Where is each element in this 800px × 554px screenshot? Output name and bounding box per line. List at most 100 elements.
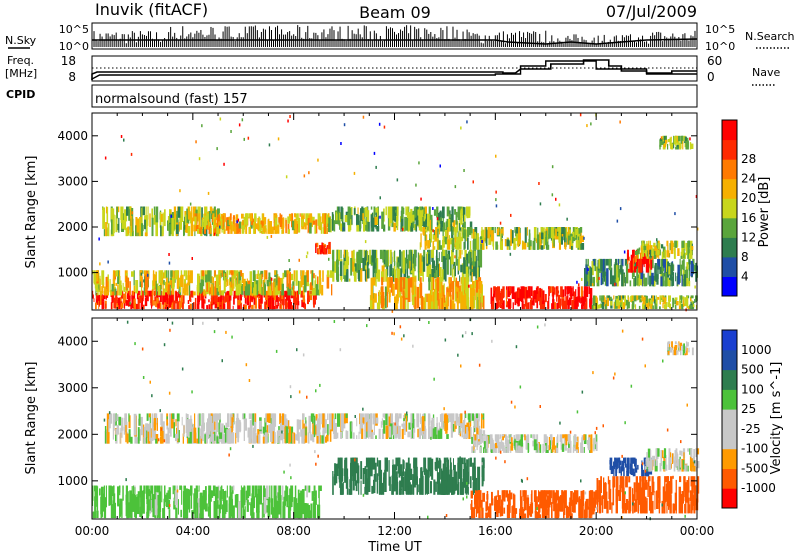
range-cell <box>114 299 117 309</box>
range-cell <box>281 485 284 501</box>
range-cell <box>501 490 504 501</box>
range-cell <box>445 304 449 309</box>
range-cell <box>153 418 157 427</box>
range-cell <box>591 261 594 276</box>
range-cell <box>475 504 477 517</box>
range-cell <box>580 286 583 302</box>
range-cell <box>402 423 406 431</box>
range-cell <box>450 420 453 438</box>
range-cell <box>560 232 563 245</box>
range-cell <box>431 249 434 258</box>
range-cell <box>344 215 348 222</box>
range-cell <box>235 223 238 234</box>
range-cell <box>321 435 324 444</box>
range-cell <box>473 425 474 439</box>
range-cell <box>559 301 561 310</box>
range-cell <box>199 513 202 518</box>
range-cell <box>679 300 681 310</box>
range-cell <box>274 215 278 227</box>
range-cell <box>428 426 431 439</box>
range-cell <box>499 506 502 515</box>
range-cell <box>451 481 454 494</box>
range-cell <box>333 220 336 232</box>
range-cell <box>555 228 557 237</box>
range-cell <box>172 216 175 229</box>
range-cell <box>121 417 123 438</box>
range-cell <box>512 302 514 310</box>
range-cell <box>138 293 140 298</box>
range-cell <box>182 282 184 296</box>
range-cell <box>660 296 662 300</box>
range-cell <box>137 290 140 296</box>
range-cell <box>459 237 462 250</box>
range-cell <box>164 270 168 279</box>
range-cell <box>464 232 466 249</box>
range-cell <box>382 249 385 263</box>
range-cell <box>155 438 158 444</box>
range-cell <box>324 419 327 434</box>
range-cell <box>650 296 653 307</box>
range-cell <box>478 514 480 518</box>
range-cell <box>478 289 480 310</box>
range-cell <box>677 248 680 256</box>
range-cell <box>638 268 642 286</box>
range-cell <box>689 253 692 259</box>
range-cell <box>649 245 653 254</box>
range-cell <box>379 295 381 304</box>
range-cell <box>473 457 476 480</box>
range-cell <box>179 189 181 193</box>
range-cell <box>503 490 506 501</box>
range-cell <box>155 280 157 290</box>
range-cell <box>446 482 449 491</box>
range-cell <box>421 416 425 432</box>
range-cell <box>465 413 467 418</box>
range-cell <box>128 293 131 307</box>
range-cell <box>250 504 253 516</box>
range-cell <box>631 295 634 303</box>
range-cell <box>266 297 269 308</box>
range-cell <box>585 298 588 310</box>
range-cell <box>185 222 189 233</box>
range-cell <box>282 272 285 279</box>
range-cell <box>108 419 110 439</box>
range-cell <box>253 287 256 296</box>
range-cell <box>240 270 243 277</box>
range-cell <box>311 491 315 501</box>
range-cell <box>326 221 328 234</box>
range-cell <box>694 299 696 303</box>
range-cell <box>132 485 134 499</box>
range-cell <box>295 213 298 221</box>
range-cell <box>219 299 223 305</box>
range-cell <box>376 457 379 467</box>
range-cell <box>152 485 154 500</box>
range-cell <box>112 425 114 440</box>
range-cell <box>196 502 199 518</box>
range-cell <box>251 485 255 503</box>
range-cell <box>510 229 512 246</box>
range-cell <box>686 262 689 270</box>
range-cell <box>389 249 392 265</box>
range-cell <box>231 432 235 444</box>
range-cell <box>581 503 584 518</box>
range-cell <box>641 247 643 259</box>
range-cell <box>600 267 603 286</box>
range-cell <box>182 302 184 310</box>
range-cell <box>155 284 158 296</box>
range-cell <box>322 413 325 428</box>
range-cell <box>239 420 241 433</box>
range-cell <box>509 240 511 250</box>
range-cell <box>456 298 459 310</box>
range-cell <box>656 250 660 256</box>
range-cell <box>468 458 470 485</box>
range-cell <box>238 290 240 305</box>
range-cell <box>165 290 168 301</box>
range-cell <box>599 295 601 301</box>
range-cell <box>621 269 624 287</box>
range-cell <box>603 477 605 499</box>
range-cell <box>460 291 463 310</box>
range-cell <box>291 305 294 310</box>
colorbar-tick-label: 28 <box>741 152 756 166</box>
range-cell <box>495 302 498 310</box>
range-cell <box>589 272 592 284</box>
range-cell <box>199 227 201 234</box>
